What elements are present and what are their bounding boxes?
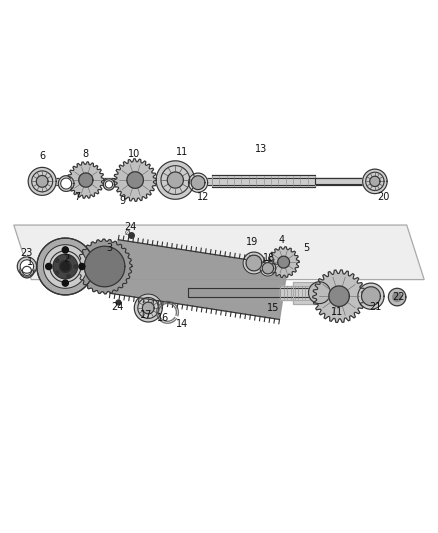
- Text: 5: 5: [303, 243, 310, 253]
- Text: Ø: Ø: [125, 229, 130, 236]
- Polygon shape: [134, 294, 162, 322]
- Polygon shape: [308, 282, 330, 304]
- Polygon shape: [22, 266, 32, 276]
- Polygon shape: [37, 238, 94, 295]
- Polygon shape: [60, 261, 71, 272]
- Circle shape: [67, 274, 71, 278]
- Polygon shape: [366, 172, 384, 190]
- Polygon shape: [127, 172, 143, 188]
- Text: 16: 16: [157, 313, 169, 323]
- Text: 20: 20: [377, 192, 389, 201]
- Polygon shape: [28, 167, 56, 195]
- Text: 8: 8: [82, 149, 88, 159]
- Polygon shape: [161, 166, 190, 195]
- Polygon shape: [43, 245, 87, 288]
- Text: 14: 14: [176, 319, 188, 329]
- Polygon shape: [62, 247, 68, 253]
- Polygon shape: [243, 252, 265, 274]
- Polygon shape: [79, 263, 85, 270]
- Polygon shape: [212, 175, 315, 188]
- Polygon shape: [313, 270, 365, 322]
- Text: 15: 15: [267, 303, 279, 313]
- Text: 3: 3: [106, 243, 112, 253]
- Polygon shape: [114, 159, 156, 201]
- Polygon shape: [110, 240, 288, 319]
- Polygon shape: [77, 239, 132, 294]
- Circle shape: [67, 255, 71, 259]
- Polygon shape: [58, 176, 74, 191]
- Text: 7: 7: [74, 192, 81, 201]
- Polygon shape: [17, 257, 36, 276]
- Polygon shape: [363, 169, 387, 193]
- Text: 9: 9: [119, 196, 125, 206]
- Polygon shape: [280, 286, 331, 300]
- Polygon shape: [67, 162, 104, 198]
- Polygon shape: [262, 263, 274, 274]
- Text: 13: 13: [255, 143, 267, 154]
- Polygon shape: [329, 286, 349, 306]
- Polygon shape: [49, 251, 81, 282]
- Polygon shape: [79, 173, 93, 187]
- Polygon shape: [156, 161, 194, 199]
- Polygon shape: [85, 246, 125, 287]
- Polygon shape: [293, 282, 319, 304]
- Polygon shape: [191, 176, 205, 190]
- Polygon shape: [138, 297, 159, 318]
- Polygon shape: [389, 288, 406, 306]
- Polygon shape: [260, 261, 276, 276]
- Circle shape: [55, 270, 59, 274]
- Polygon shape: [142, 302, 154, 314]
- Text: 10: 10: [128, 149, 140, 159]
- Circle shape: [55, 259, 59, 263]
- Polygon shape: [20, 264, 34, 278]
- Polygon shape: [14, 225, 424, 280]
- Text: 18: 18: [263, 253, 275, 263]
- Polygon shape: [20, 260, 34, 273]
- Text: 6: 6: [39, 151, 45, 161]
- Polygon shape: [278, 256, 290, 268]
- Polygon shape: [358, 283, 384, 309]
- Polygon shape: [370, 176, 380, 187]
- Polygon shape: [103, 179, 115, 190]
- Text: 21: 21: [369, 302, 381, 312]
- Polygon shape: [37, 238, 94, 295]
- Polygon shape: [188, 288, 359, 297]
- Text: 11: 11: [176, 147, 188, 157]
- Polygon shape: [315, 179, 365, 184]
- Polygon shape: [46, 263, 52, 270]
- Text: 24: 24: [125, 222, 137, 232]
- Polygon shape: [188, 173, 208, 192]
- Text: 19: 19: [246, 237, 258, 247]
- Polygon shape: [62, 280, 68, 286]
- Text: 4: 4: [279, 235, 285, 245]
- Polygon shape: [32, 171, 53, 192]
- Circle shape: [74, 264, 78, 269]
- Polygon shape: [246, 255, 262, 271]
- Polygon shape: [268, 247, 299, 278]
- Text: 11: 11: [331, 308, 343, 317]
- Polygon shape: [36, 175, 48, 187]
- Polygon shape: [361, 287, 380, 305]
- Polygon shape: [167, 172, 184, 188]
- Text: 12: 12: [197, 192, 209, 201]
- Polygon shape: [105, 181, 113, 188]
- Text: 24: 24: [112, 302, 124, 312]
- Text: 1: 1: [27, 257, 33, 267]
- Text: 23: 23: [20, 248, 32, 259]
- Text: 17: 17: [140, 310, 153, 320]
- Polygon shape: [53, 254, 78, 279]
- Polygon shape: [393, 293, 402, 302]
- Text: 2: 2: [63, 254, 69, 264]
- Polygon shape: [35, 178, 381, 185]
- Polygon shape: [61, 178, 72, 189]
- Text: 22: 22: [392, 292, 404, 302]
